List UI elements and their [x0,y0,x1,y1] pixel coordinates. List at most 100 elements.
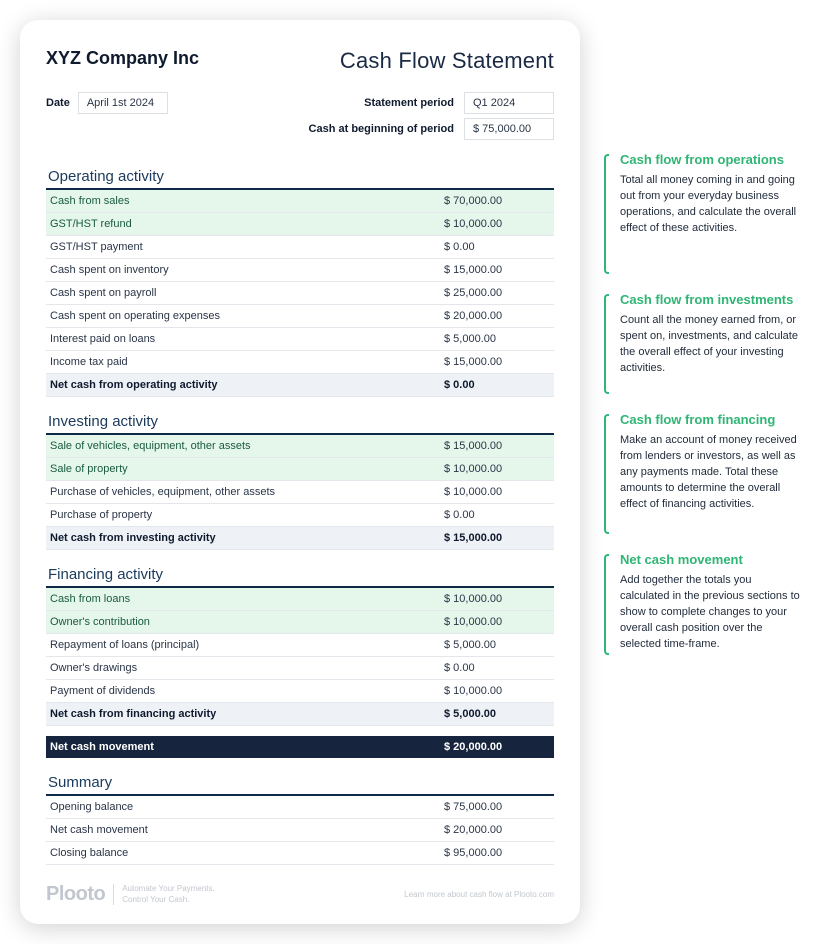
annotation-title: Cash flow from investments [620,292,803,307]
date-value: April 1st 2024 [78,92,168,114]
row-label: Cash spent on operating expenses [50,310,438,322]
row-value: $ 5,000.00 [438,333,548,345]
tagline-line2: Control Your Cash. [122,895,189,904]
footer-right: Learn more about cash flow at Plooto.com [404,890,554,899]
begin-label: Cash at beginning of period [304,123,454,135]
row-value: $ 15,000.00 [438,440,548,452]
row-value: $ 15,000.00 [438,356,548,368]
section-heading-operating: Operating activity [46,162,554,190]
table-row: GST/HST payment$ 0.00 [46,236,554,259]
row-label: GST/HST refund [50,218,438,230]
annotation-operations: Cash flow from operations Total all mone… [604,152,803,272]
net-movement-value: $ 20,000.00 [438,741,548,753]
row-label: Sale of vehicles, equipment, other asset… [50,440,438,452]
investing-total-value: $ 15,000.00 [438,532,548,544]
row-value: $ 0.00 [438,241,548,253]
row-value: $ 10,000.00 [438,463,548,475]
row-value: $ 0.00 [438,662,548,674]
table-row: Repayment of loans (principal)$ 5,000.00 [46,634,554,657]
header: XYZ Company Inc Cash Flow Statement [46,48,554,74]
meta-row: Date April 1st 2024 Statement period Q1 … [46,92,554,144]
row-label: Sale of property [50,463,438,475]
row-value: $ 0.00 [438,509,548,521]
financing-rows: Cash from loans$ 10,000.00Owner's contri… [46,588,554,703]
row-label: Cash from loans [50,593,438,605]
table-row: Net cash movement$ 20,000.00 [46,819,554,842]
row-value: $ 15,000.00 [438,264,548,276]
row-label: Closing balance [50,847,438,859]
investing-rows: Sale of vehicles, equipment, other asset… [46,435,554,527]
row-value: $ 10,000.00 [438,218,548,230]
row-label: Net cash movement [50,824,438,836]
row-label: Income tax paid [50,356,438,368]
row-label: Payment of dividends [50,685,438,697]
operating-total-label: Net cash from operating activity [50,379,438,391]
section-heading-summary: Summary [46,768,554,796]
row-label: Purchase of property [50,509,438,521]
row-value: $ 20,000.00 [438,824,548,836]
annotation-financing: Cash flow from financing Make an account… [604,412,803,532]
annotation-body: Count all the money earned from, or spen… [620,313,803,377]
company-name: XYZ Company Inc [46,48,199,69]
operating-total-value: $ 0.00 [438,379,548,391]
table-row: Cash from sales$ 70,000.00 [46,190,554,213]
table-row: Cash spent on operating expenses$ 20,000… [46,305,554,328]
begin-value: $ 75,000.00 [464,118,554,140]
statement-document: XYZ Company Inc Cash Flow Statement Date… [20,20,580,924]
table-row: Income tax paid$ 15,000.00 [46,351,554,374]
table-row: GST/HST refund$ 10,000.00 [46,213,554,236]
financing-total-label: Net cash from financing activity [50,708,438,720]
investing-total-label: Net cash from investing activity [50,532,438,544]
annotation-title: Cash flow from financing [620,412,803,427]
summary-rows: Opening balance$ 75,000.00Net cash movem… [46,796,554,865]
row-label: Cash from sales [50,195,438,207]
annotation-title: Net cash movement [620,552,803,567]
table-row: Sale of vehicles, equipment, other asset… [46,435,554,458]
row-label: Owner's drawings [50,662,438,674]
annotation-net-movement: Net cash movement Add together the total… [604,552,803,653]
table-row: Purchase of vehicles, equipment, other a… [46,481,554,504]
table-row: Cash spent on payroll$ 25,000.00 [46,282,554,305]
row-value: $ 10,000.00 [438,486,548,498]
period-value: Q1 2024 [464,92,554,114]
footer: Plooto Automate Your Payments. Control Y… [46,883,554,906]
row-label: Interest paid on loans [50,333,438,345]
row-value: $ 5,000.00 [438,639,548,651]
table-row: Opening balance$ 75,000.00 [46,796,554,819]
annotation-body: Total all money coming in and going out … [620,173,803,237]
document-title: Cash Flow Statement [340,48,554,74]
table-row: Owner's contribution$ 10,000.00 [46,611,554,634]
row-value: $ 95,000.00 [438,847,548,859]
annotation-body: Make an account of money received from l… [620,433,803,513]
table-row: Sale of property$ 10,000.00 [46,458,554,481]
financing-total-value: $ 5,000.00 [438,708,548,720]
row-label: GST/HST payment [50,241,438,253]
tagline-line1: Automate Your Payments. [122,884,215,893]
annotations-column: Cash flow from operations Total all mone… [604,20,803,924]
row-value: $ 70,000.00 [438,195,548,207]
row-label: Opening balance [50,801,438,813]
row-label: Cash spent on payroll [50,287,438,299]
row-label: Repayment of loans (principal) [50,639,438,651]
table-row: Closing balance$ 95,000.00 [46,842,554,865]
row-label: Cash spent on inventory [50,264,438,276]
date-label: Date [46,97,70,109]
section-heading-investing: Investing activity [46,407,554,435]
logo: Plooto [46,883,105,906]
row-value: $ 75,000.00 [438,801,548,813]
table-row: Cash from loans$ 10,000.00 [46,588,554,611]
net-movement-row: Net cash movement $ 20,000.00 [46,736,554,758]
row-value: $ 10,000.00 [438,593,548,605]
row-value: $ 10,000.00 [438,685,548,697]
table-row: Payment of dividends$ 10,000.00 [46,680,554,703]
annotation-investments: Cash flow from investments Count all the… [604,292,803,392]
table-row: Cash spent on inventory$ 15,000.00 [46,259,554,282]
operating-total-row: Net cash from operating activity $ 0.00 [46,374,554,397]
row-value: $ 20,000.00 [438,310,548,322]
tagline: Automate Your Payments. Control Your Cas… [113,884,215,905]
row-label: Owner's contribution [50,616,438,628]
net-movement-label: Net cash movement [50,741,438,753]
row-value: $ 25,000.00 [438,287,548,299]
table-row: Interest paid on loans$ 5,000.00 [46,328,554,351]
period-label: Statement period [304,97,454,109]
